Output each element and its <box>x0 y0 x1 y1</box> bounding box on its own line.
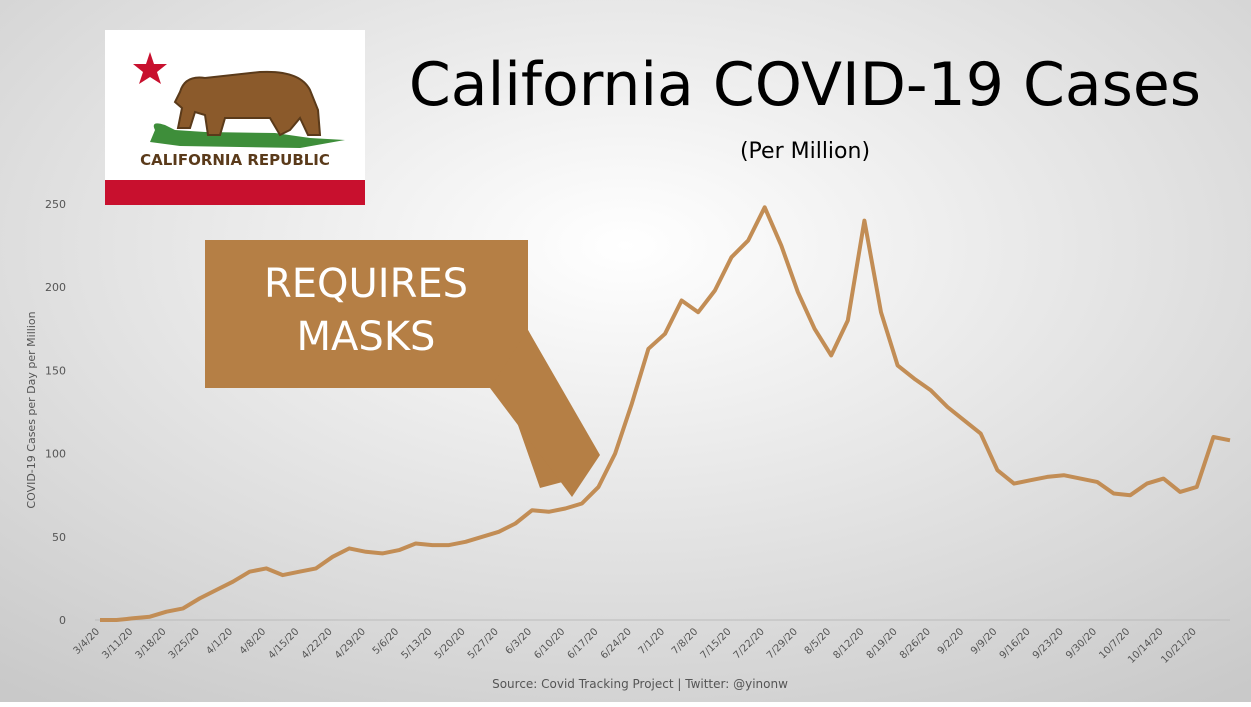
y-tick-label: 50 <box>52 531 66 544</box>
flag-bear <box>173 70 322 137</box>
chart-subtitle: (Per Million) <box>740 139 870 164</box>
annotation-text: REQUIRES <box>264 261 468 307</box>
y-axis-label: COVID-19 Cases per Day per Million <box>25 311 38 508</box>
annotation-text: MASKS <box>297 314 436 360</box>
y-tick-label: 100 <box>45 448 66 461</box>
chart-title: California COVID-19 Cases <box>409 50 1201 120</box>
flag-stripe <box>105 180 365 205</box>
flag: CALIFORNIA REPUBLIC <box>105 30 365 205</box>
annotation-box <box>205 240 595 488</box>
y-tick-label: 200 <box>45 281 66 294</box>
flag-star <box>133 52 167 84</box>
y-tick-label: 250 <box>45 198 66 211</box>
data-line <box>100 205 1231 622</box>
flag-text: CALIFORNIA REPUBLIC <box>140 151 330 169</box>
annotation-arrow <box>490 330 600 497</box>
annotation: REQUIRES MASKS <box>205 240 600 497</box>
flag-grass <box>150 123 345 148</box>
source-note: Source: Covid Tracking Project | Twitter… <box>492 677 788 691</box>
y-tick-label: 150 <box>45 364 66 377</box>
y-tick-label: 0 <box>59 614 66 627</box>
